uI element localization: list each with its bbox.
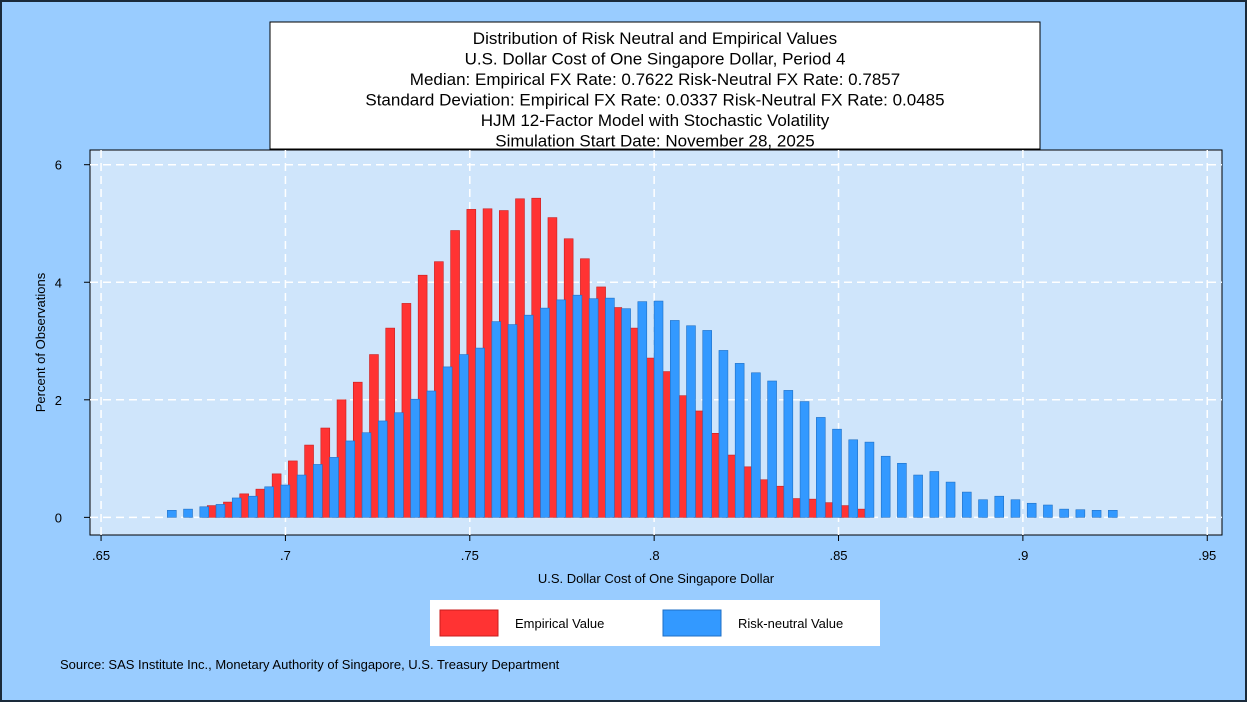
x-tick-label: .65 bbox=[92, 548, 110, 563]
bar bbox=[523, 314, 534, 518]
x-tick-label: .75 bbox=[461, 548, 479, 563]
bar bbox=[183, 508, 193, 518]
chart-title: U.S. Dollar Cost of One Singapore Dollar… bbox=[465, 50, 846, 69]
bar bbox=[1026, 502, 1037, 518]
legend-swatch bbox=[662, 609, 722, 637]
bar bbox=[962, 491, 972, 518]
legend-box bbox=[430, 600, 880, 646]
bar bbox=[1108, 510, 1118, 518]
legend-label: Empirical Value bbox=[515, 616, 604, 631]
chart-title: Standard Deviation: Empirical FX Rate: 0… bbox=[365, 91, 944, 110]
bar bbox=[248, 495, 258, 518]
chart-title: Distribution of Risk Neutral and Empiric… bbox=[473, 29, 837, 48]
bar bbox=[459, 354, 469, 518]
x-tick-label: .95 bbox=[1198, 548, 1216, 563]
bar bbox=[410, 398, 420, 518]
bar bbox=[1043, 504, 1053, 518]
bar bbox=[783, 390, 794, 518]
x-tick-label: .85 bbox=[829, 548, 847, 563]
bar bbox=[1091, 510, 1102, 518]
bar bbox=[880, 455, 891, 518]
bar bbox=[832, 428, 842, 518]
bar bbox=[848, 439, 858, 518]
bar bbox=[329, 457, 339, 518]
bar bbox=[994, 495, 1005, 518]
bar bbox=[442, 366, 453, 518]
bar bbox=[556, 299, 566, 518]
y-tick-label: 6 bbox=[55, 158, 62, 173]
bar bbox=[540, 307, 550, 518]
bar bbox=[394, 412, 404, 518]
bar bbox=[1010, 499, 1021, 518]
bar bbox=[491, 321, 502, 518]
bar bbox=[1059, 508, 1069, 518]
title-box bbox=[269, 21, 1041, 150]
bar bbox=[816, 417, 826, 518]
y-tick-label: 4 bbox=[55, 275, 62, 290]
y-tick-label: 2 bbox=[55, 393, 62, 408]
bar bbox=[799, 401, 810, 518]
x-tick-label: .7 bbox=[280, 548, 291, 563]
source-note: Source: SAS Institute Inc., Monetary Aut… bbox=[60, 657, 560, 672]
bar bbox=[426, 390, 437, 518]
x-tick-label: .8 bbox=[649, 548, 660, 563]
bar bbox=[588, 298, 599, 518]
bar bbox=[621, 308, 631, 518]
bar bbox=[913, 474, 923, 518]
bar bbox=[929, 471, 940, 518]
y-axis-label: Percent of Observations bbox=[33, 272, 48, 412]
bar bbox=[1075, 509, 1086, 518]
bar bbox=[475, 347, 485, 518]
chart-title: Median: Empirical FX Rate: 0.7622 Risk-N… bbox=[410, 70, 900, 89]
bar bbox=[718, 350, 729, 518]
chart-title: Simulation Start Date: November 28, 2025 bbox=[495, 132, 814, 151]
bar bbox=[377, 420, 388, 518]
bar bbox=[167, 510, 177, 518]
legend-swatch bbox=[439, 609, 499, 637]
bar bbox=[280, 484, 291, 518]
bar bbox=[653, 300, 664, 518]
bar bbox=[897, 462, 907, 518]
bar bbox=[767, 380, 777, 518]
bar bbox=[361, 432, 372, 518]
bar bbox=[669, 320, 680, 518]
bar bbox=[945, 481, 956, 518]
bar bbox=[572, 294, 583, 518]
bar bbox=[686, 325, 696, 518]
chart-title: HJM 12-Factor Model with Stochastic Vola… bbox=[481, 111, 830, 130]
bar bbox=[978, 499, 988, 518]
bar bbox=[345, 440, 356, 518]
bar bbox=[637, 301, 648, 518]
bar bbox=[864, 441, 875, 518]
bar bbox=[231, 497, 242, 518]
legend-label: Risk-neutral Value bbox=[738, 616, 843, 631]
bar bbox=[605, 297, 615, 518]
bar bbox=[215, 504, 226, 518]
bar bbox=[264, 486, 274, 518]
bar bbox=[734, 363, 745, 518]
bar bbox=[702, 330, 712, 518]
bar bbox=[751, 372, 761, 518]
bar bbox=[313, 464, 323, 518]
x-tick-label: .9 bbox=[1017, 548, 1028, 563]
bar bbox=[507, 324, 518, 518]
x-axis-label: U.S. Dollar Cost of One Singapore Dollar bbox=[538, 571, 775, 586]
y-tick-label: 0 bbox=[55, 510, 62, 525]
bar bbox=[296, 474, 307, 518]
bar bbox=[199, 506, 210, 518]
